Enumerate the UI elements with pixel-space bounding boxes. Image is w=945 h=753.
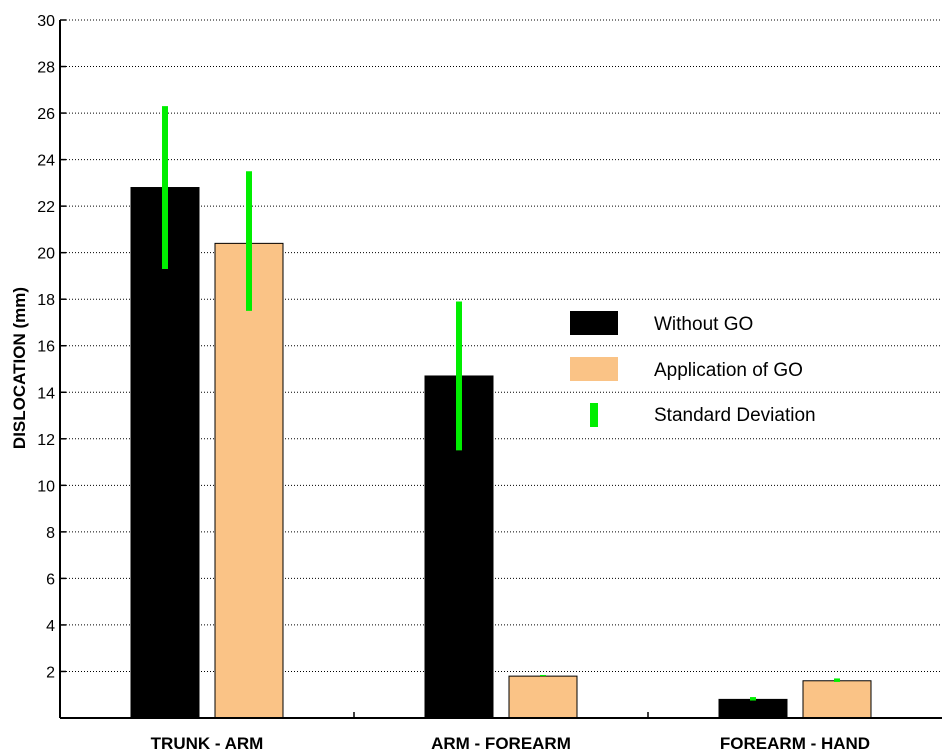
y-tick-label: 12 [37,432,55,449]
legend-label-without-go: Without GO [654,314,753,335]
grid-lines [60,19,942,672]
x-tick-label: ARM - FOREARM [431,734,571,753]
bar-application-of-go-trunk-arm [214,242,284,719]
legend: Without GO Application of GO Standard De… [570,311,816,427]
x-tick-label: TRUNK - ARM [151,734,264,753]
error-bars [162,106,840,701]
bar-application-of-go-arm-forearm [508,675,578,719]
legend-label-application-of-go: Application of GO [654,360,803,381]
y-tick-label: 16 [37,339,55,356]
x-tick-label: FOREARM - HAND [720,734,870,753]
bar-without-go-trunk-arm [130,187,200,719]
y-tick-label: 30 [37,13,55,30]
bars [130,187,872,719]
legend-swatch-standard-deviation [590,403,598,427]
legend-label-standard-deviation: Standard Deviation [654,405,816,426]
y-tick-label: 18 [37,292,55,309]
y-tick-label: 24 [37,153,55,170]
y-tick-label: 2 [46,664,55,681]
y-tick-label: 20 [37,246,55,263]
legend-swatch-without-go [570,311,618,335]
bar-application-of-go-forearm-hand [802,680,872,719]
y-tick-label: 26 [37,106,55,123]
x-tick-labels: TRUNK - ARM ARM - FOREARM FOREARM - HAND [151,734,870,753]
legend-swatch-application-of-go [570,357,618,381]
y-tick-label: 14 [37,385,55,402]
y-tick-label: 6 [46,571,55,588]
y-tick-label: 28 [37,60,55,77]
y-tick-label: 10 [37,478,55,495]
y-axis-title: DISLOCATION (mm) [10,287,29,449]
y-tick-label: 4 [46,618,55,635]
y-tick-label: 8 [46,525,55,542]
axes [59,19,942,719]
y-tick-label: 22 [37,199,55,216]
bar-without-go-forearm-hand [718,698,788,719]
